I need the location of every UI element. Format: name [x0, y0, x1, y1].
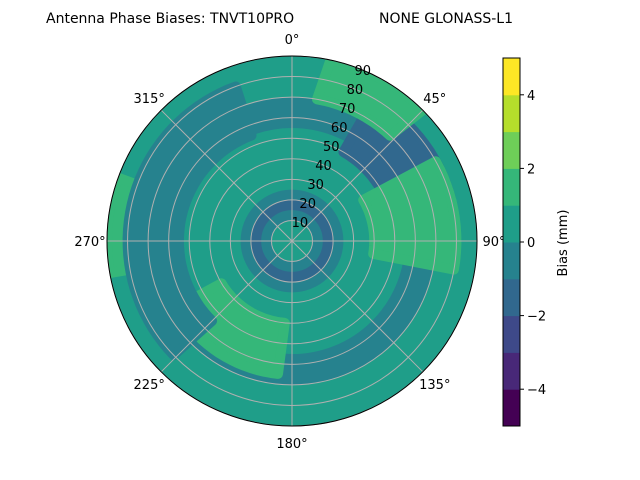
radial-tick-label: 20 [299, 197, 316, 212]
polar-grid [106, 55, 478, 427]
radial-tick-label: 90 [355, 64, 372, 79]
chart-title: Antenna Phase Biases: TNVT10PRO [46, 11, 294, 27]
colorbar-segment [503, 389, 520, 427]
colorbar-tick-label: −4 [527, 383, 546, 398]
colorbar-segment [503, 94, 520, 133]
azimuth-tick-label: 315° [134, 92, 165, 107]
colorbar-segment [503, 352, 520, 390]
colorbar-segment [503, 205, 520, 243]
azimuth-tick-label: 225° [134, 378, 165, 393]
azimuth-tick-label: 90° [482, 235, 505, 250]
chart-subtitle: NONE GLONASS-L1 [379, 11, 513, 27]
colorbar-segment [503, 58, 520, 96]
colorbar-segment [503, 242, 520, 280]
colorbar-segment [503, 315, 520, 353]
colorbar-label: Bias (mm) [556, 210, 571, 277]
azimuth-tick-labels: 0° 45° 90° 135° 180° 225° 270° 315° [74, 33, 505, 452]
radial-tick-label: 80 [347, 83, 364, 98]
grid-spoke [160, 240, 293, 373]
colorbar-tick-label: 2 [527, 162, 535, 177]
colorbar-segment [503, 131, 520, 169]
grid-spoke [291, 240, 424, 373]
colorbar-segment [503, 278, 520, 317]
radial-tick-label: 40 [315, 159, 332, 174]
azimuth-tick-label: 135° [419, 378, 450, 393]
radial-tick-label: 10 [292, 216, 309, 231]
radial-tick-labels: 10 20 30 40 50 60 70 80 90 [292, 64, 371, 231]
azimuth-tick-label: 180° [276, 437, 307, 452]
polar-frame [106, 55, 478, 427]
radial-tick-label: 50 [323, 140, 340, 155]
colorbar-tick-label: 0 [527, 236, 535, 251]
grid-spoke [291, 109, 424, 242]
colorbar: 4 2 0 −2 −4 [502, 57, 546, 427]
azimuth-tick-label: 0° [285, 33, 300, 48]
grid-spoke [160, 109, 293, 242]
colorbar-tick-label: −2 [527, 310, 546, 325]
radial-tick-label: 60 [331, 121, 348, 136]
azimuth-tick-label: 45° [423, 92, 446, 107]
colorbar-segment [503, 168, 520, 206]
azimuth-tick-label: 270° [74, 235, 105, 250]
colorbar-tick-label: 4 [527, 89, 535, 104]
radial-tick-label: 30 [307, 178, 324, 193]
radial-tick-label: 70 [339, 102, 356, 117]
